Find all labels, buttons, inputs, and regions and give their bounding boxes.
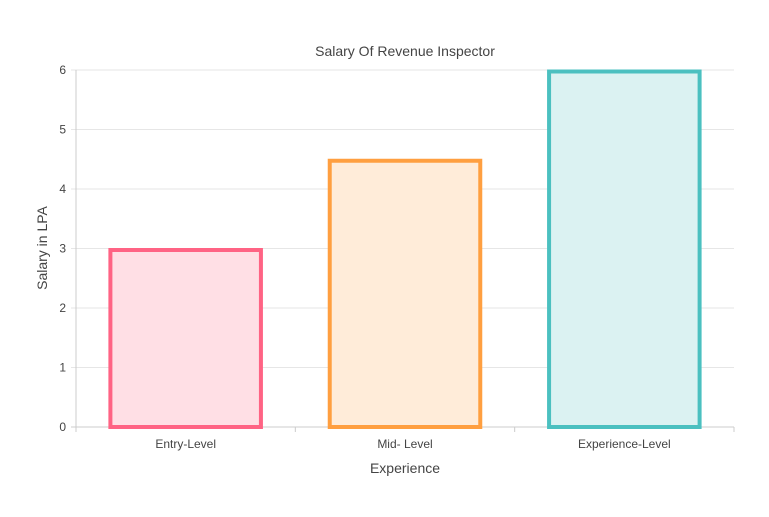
chart-title: Salary Of Revenue Inspector xyxy=(315,43,495,59)
y-tick-label: 5 xyxy=(59,123,66,137)
bars xyxy=(108,69,702,429)
y-tick-label: 4 xyxy=(59,182,66,196)
y-tick-label: 0 xyxy=(59,420,66,434)
x-tick-label: Mid- Level xyxy=(377,437,432,451)
y-tick-label: 3 xyxy=(59,242,66,256)
bar-mid-level xyxy=(327,158,483,429)
bar-experience-level xyxy=(547,69,702,429)
x-tick-label: Experience-Level xyxy=(578,437,671,451)
x-axis-label: Experience xyxy=(370,460,440,476)
y-axis: 0 1 2 3 4 5 6 xyxy=(59,63,66,434)
bar-entry-level xyxy=(108,248,263,429)
y-axis-label: Salary in LPA xyxy=(34,205,50,289)
x-axis: Entry-Level Mid- Level Experience-Level xyxy=(155,437,670,451)
y-tick-label: 6 xyxy=(59,63,66,77)
y-tick-label: 1 xyxy=(59,361,66,375)
x-tick-label: Entry-Level xyxy=(155,437,216,451)
y-tick-label: 2 xyxy=(59,301,66,315)
